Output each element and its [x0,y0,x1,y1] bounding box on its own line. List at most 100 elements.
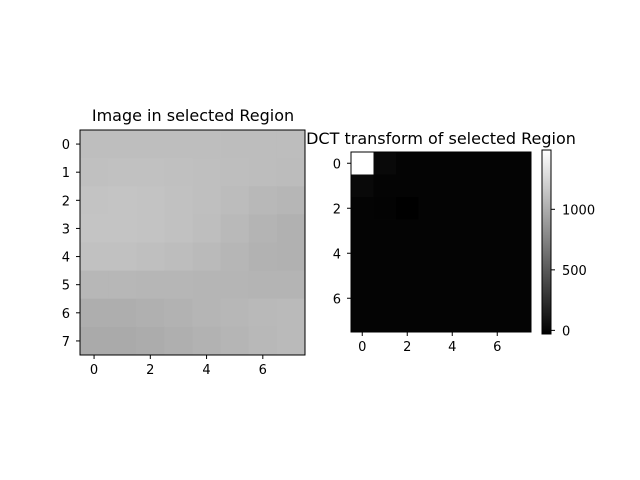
image-region-cell [248,158,278,187]
image-region-cell [80,214,109,243]
dct-cell [463,242,487,265]
image-region-cell [80,298,109,328]
dct-cell [351,242,374,265]
colorbar-tick-label: 500 [562,264,587,279]
dct-y-tick-label: 0 [333,157,341,172]
image-region-cell [136,326,165,356]
dct-cell [508,152,532,175]
dct-cell [373,309,397,333]
image-region-cell [220,186,250,215]
dct-cell [486,287,509,310]
image-region-cell [164,214,193,243]
image-region-cell [248,270,278,300]
image-region-y-tick-label: 0 [62,138,70,153]
image-region-cell [220,130,250,159]
dct-cell [418,219,442,243]
dct-ticks: 0 2 4 6 0 2 4 6 [333,157,502,355]
image-region-cell [248,130,278,159]
image-region-cell [192,130,222,159]
dct-cell [441,242,464,265]
image-region-cell [164,298,193,328]
image-region-cell [192,270,222,300]
image-region-cell [164,326,193,356]
image-region-cell [108,326,137,356]
dct-cell [508,264,532,288]
dct-cell [396,242,419,265]
dct-cell [463,264,487,288]
dct-cell [396,264,419,288]
image-region-cell [192,326,222,356]
image-region-y-tick-label: 7 [62,335,70,350]
dct-cell [508,287,532,310]
dct-cell [486,219,509,243]
image-region-panel: Image in selected Region 0 2 4 6 0 1 2 3 4 5 6 7 [62,106,306,378]
image-region-cell [276,214,306,243]
image-region-y-tick-label: 5 [62,279,70,294]
image-region-cell [276,158,306,187]
dct-cell [486,152,509,175]
dct-x-tick-label: 0 [358,340,366,355]
dct-cell [351,309,374,333]
image-region-y-tick-label: 1 [62,166,70,181]
dct-cell [441,197,464,220]
dct-cell [441,174,464,198]
image-region-cell [136,242,165,272]
dct-frame [350,151,532,333]
image-region-cell [164,158,193,187]
dct-cell [351,174,374,198]
dct-cell [418,309,442,333]
image-region-cell [248,298,278,328]
dct-cell [373,197,397,220]
image-region-cell [80,186,109,215]
image-region-x-tick-label: 2 [146,363,154,378]
dct-colorbar: 0 500 1000 [541,149,595,339]
dct-cell [463,174,487,198]
dct-cell [486,264,509,288]
dct-cell [351,197,374,220]
image-region-cell [248,242,278,272]
image-region-cell [164,270,193,300]
image-region-cell [136,298,165,328]
image-region-cell [108,298,137,328]
dct-cell [373,174,397,198]
image-region-x-tick-label: 4 [202,363,210,378]
dct-cell [463,152,487,175]
image-region-cell [220,298,250,328]
dct-cell [486,197,509,220]
dct-cell [463,219,487,243]
dct-x-tick-label: 2 [403,340,411,355]
dct-cell [396,197,419,220]
image-region-cell [276,130,306,159]
dct-cell [373,264,397,288]
image-region-y-tick-label: 2 [62,194,70,209]
dct-cell [441,152,464,175]
dct-panel: DCT transform of selected Region 0 2 4 6 0 2 4… [306,129,576,355]
dct-cell [396,309,419,333]
image-region-cell [192,298,222,328]
dct-x-tick-label: 6 [493,340,501,355]
image-region-cell [220,214,250,243]
dct-cell [351,287,374,310]
image-region-cells [80,130,306,356]
image-region-cell [192,242,222,272]
dct-cell [373,152,397,175]
colorbar-ticks: 0 500 1000 [551,203,595,339]
colorbar-tick-label: 1000 [562,203,595,218]
dct-cell [373,242,397,265]
dct-cell [418,152,442,175]
dct-cell [486,309,509,333]
dct-cell [418,197,442,220]
dct-cell [508,309,532,333]
dct-cell [441,264,464,288]
dct-cell [396,219,419,243]
image-region-cell [192,158,222,187]
dct-cell [441,287,464,310]
image-region-x-tick-label: 0 [90,363,98,378]
image-region-cell [108,186,137,215]
image-region-cell [80,130,109,159]
dct-y-tick-label: 2 [333,202,341,217]
dct-cell [463,287,487,310]
image-region-title: Image in selected Region [92,106,294,125]
dct-cell [486,174,509,198]
